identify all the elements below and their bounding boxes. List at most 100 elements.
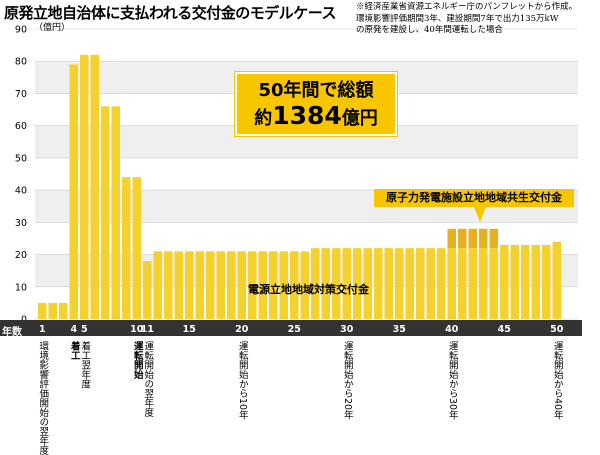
bar bbox=[111, 106, 120, 319]
bar bbox=[500, 244, 509, 319]
bar bbox=[132, 177, 141, 319]
x-tick-label: 45 bbox=[498, 324, 511, 335]
bar bbox=[416, 248, 425, 319]
x-tick-label: 11 bbox=[141, 324, 154, 335]
timeline-label: 着工 bbox=[68, 341, 80, 360]
bar bbox=[342, 248, 351, 319]
x-tick-label: 35 bbox=[393, 324, 406, 335]
bar bbox=[80, 54, 89, 320]
chart-title: 原発立地自治体に支払われる交付金のモデルケース bbox=[4, 4, 337, 22]
bar bbox=[227, 251, 236, 319]
y-tick-label: 30 bbox=[15, 218, 27, 229]
timeline-label: 運転開始 bbox=[131, 341, 143, 379]
bar bbox=[174, 251, 183, 319]
x-axis-title: 年数 bbox=[2, 327, 22, 338]
timeline-label: 運転開始から10年 bbox=[236, 341, 248, 420]
bar-segment bbox=[458, 228, 467, 249]
bar bbox=[489, 248, 498, 319]
bar bbox=[552, 241, 561, 319]
y-tick-label: 90 bbox=[15, 25, 27, 36]
bar bbox=[405, 248, 414, 319]
y-tick-label: 70 bbox=[15, 89, 27, 100]
x-tick-label: 4 bbox=[70, 324, 77, 335]
bar bbox=[510, 244, 519, 319]
total-amount-line2: 約1384億円 bbox=[237, 103, 395, 132]
bar bbox=[531, 244, 540, 319]
bar-segment bbox=[468, 228, 477, 249]
bar bbox=[48, 302, 57, 319]
bar bbox=[143, 261, 152, 319]
bar bbox=[332, 248, 341, 319]
series-label-dengen: 電源立地地域対策交付金 bbox=[248, 283, 369, 296]
bar bbox=[69, 64, 78, 319]
y-tick-label: 10 bbox=[15, 282, 27, 293]
total-amount-value: 1384 bbox=[272, 101, 342, 130]
bar bbox=[426, 248, 435, 319]
x-tick-label: 5 bbox=[81, 324, 88, 335]
bar bbox=[59, 302, 68, 319]
series-label-kyosei: 原子力発電施設立地地域共生交付金 bbox=[374, 189, 574, 207]
timeline-label: 運転開始から20年 bbox=[341, 341, 353, 420]
bar bbox=[353, 248, 362, 319]
x-axis-bar bbox=[0, 320, 582, 336]
bar bbox=[458, 248, 467, 319]
bar bbox=[521, 244, 530, 319]
bar bbox=[248, 251, 257, 319]
y-tick-label: 80 bbox=[15, 57, 27, 68]
y-tick-label: 50 bbox=[15, 153, 27, 164]
bar bbox=[363, 248, 372, 319]
timeline-label: 運転開始の翌年度 bbox=[142, 341, 154, 417]
bar bbox=[290, 251, 299, 319]
total-amount-unit: 億円 bbox=[341, 108, 378, 129]
bar bbox=[258, 251, 267, 319]
x-tick-label: 50 bbox=[550, 324, 564, 335]
bar bbox=[479, 248, 488, 319]
bar bbox=[447, 248, 456, 319]
timeline-label: 運転開始から30年 bbox=[446, 341, 458, 420]
timeline-label: 着工翌年度 bbox=[79, 341, 91, 389]
x-tick-label: 1 bbox=[39, 324, 46, 335]
bar bbox=[384, 248, 393, 319]
bar bbox=[300, 251, 309, 319]
y-axis-label: （億円） bbox=[34, 23, 71, 33]
x-tick-label: 10 bbox=[130, 324, 144, 335]
x-tick-label: 15 bbox=[183, 324, 196, 335]
bar bbox=[38, 302, 47, 319]
bar bbox=[90, 54, 99, 320]
bar bbox=[216, 251, 225, 319]
bar bbox=[437, 248, 446, 319]
total-amount-callout: 50年間で総額 約1384億円 bbox=[235, 72, 397, 136]
source-note-line: 環境影響評価期間3年、建設期間7年で出力135万kW bbox=[356, 13, 559, 24]
bar bbox=[195, 251, 204, 319]
source-note-line: ※経済産業省資源エネルギー庁のパンフレットから作成。 bbox=[356, 2, 578, 12]
y-tick-label: 20 bbox=[15, 250, 27, 261]
callout-pointer bbox=[474, 207, 486, 222]
bar bbox=[206, 251, 215, 319]
bar bbox=[164, 251, 173, 319]
y-tick-label: 60 bbox=[15, 121, 27, 132]
bar bbox=[468, 248, 477, 319]
bar bbox=[269, 251, 278, 319]
bar-segment bbox=[447, 228, 456, 249]
bar bbox=[122, 177, 131, 319]
x-tick-label: 20 bbox=[235, 324, 249, 335]
bar bbox=[237, 251, 246, 319]
bar bbox=[311, 248, 320, 319]
x-tick-label: 25 bbox=[288, 324, 301, 335]
bar bbox=[185, 251, 194, 319]
x-tick-label: 30 bbox=[340, 324, 354, 335]
source-note: ※経済産業省資源エネルギー庁のパンフレットから作成。 環境影響評価期間3年、建設… bbox=[356, 2, 596, 37]
bar-segment bbox=[489, 228, 498, 249]
total-amount-prefix: 約 bbox=[254, 108, 273, 129]
bar bbox=[153, 251, 162, 319]
total-amount-line1: 50年間で総額 bbox=[258, 80, 374, 101]
timeline-label: 環境影響評価開始の翌年度 bbox=[37, 341, 49, 455]
bar bbox=[321, 248, 330, 319]
source-note-line: の原発を建設し、40年間運転した場合 bbox=[356, 25, 503, 35]
bar bbox=[395, 248, 404, 319]
bar bbox=[542, 244, 551, 319]
y-tick-label: 40 bbox=[15, 186, 27, 197]
bar bbox=[101, 106, 110, 319]
bar-segment bbox=[479, 228, 488, 249]
